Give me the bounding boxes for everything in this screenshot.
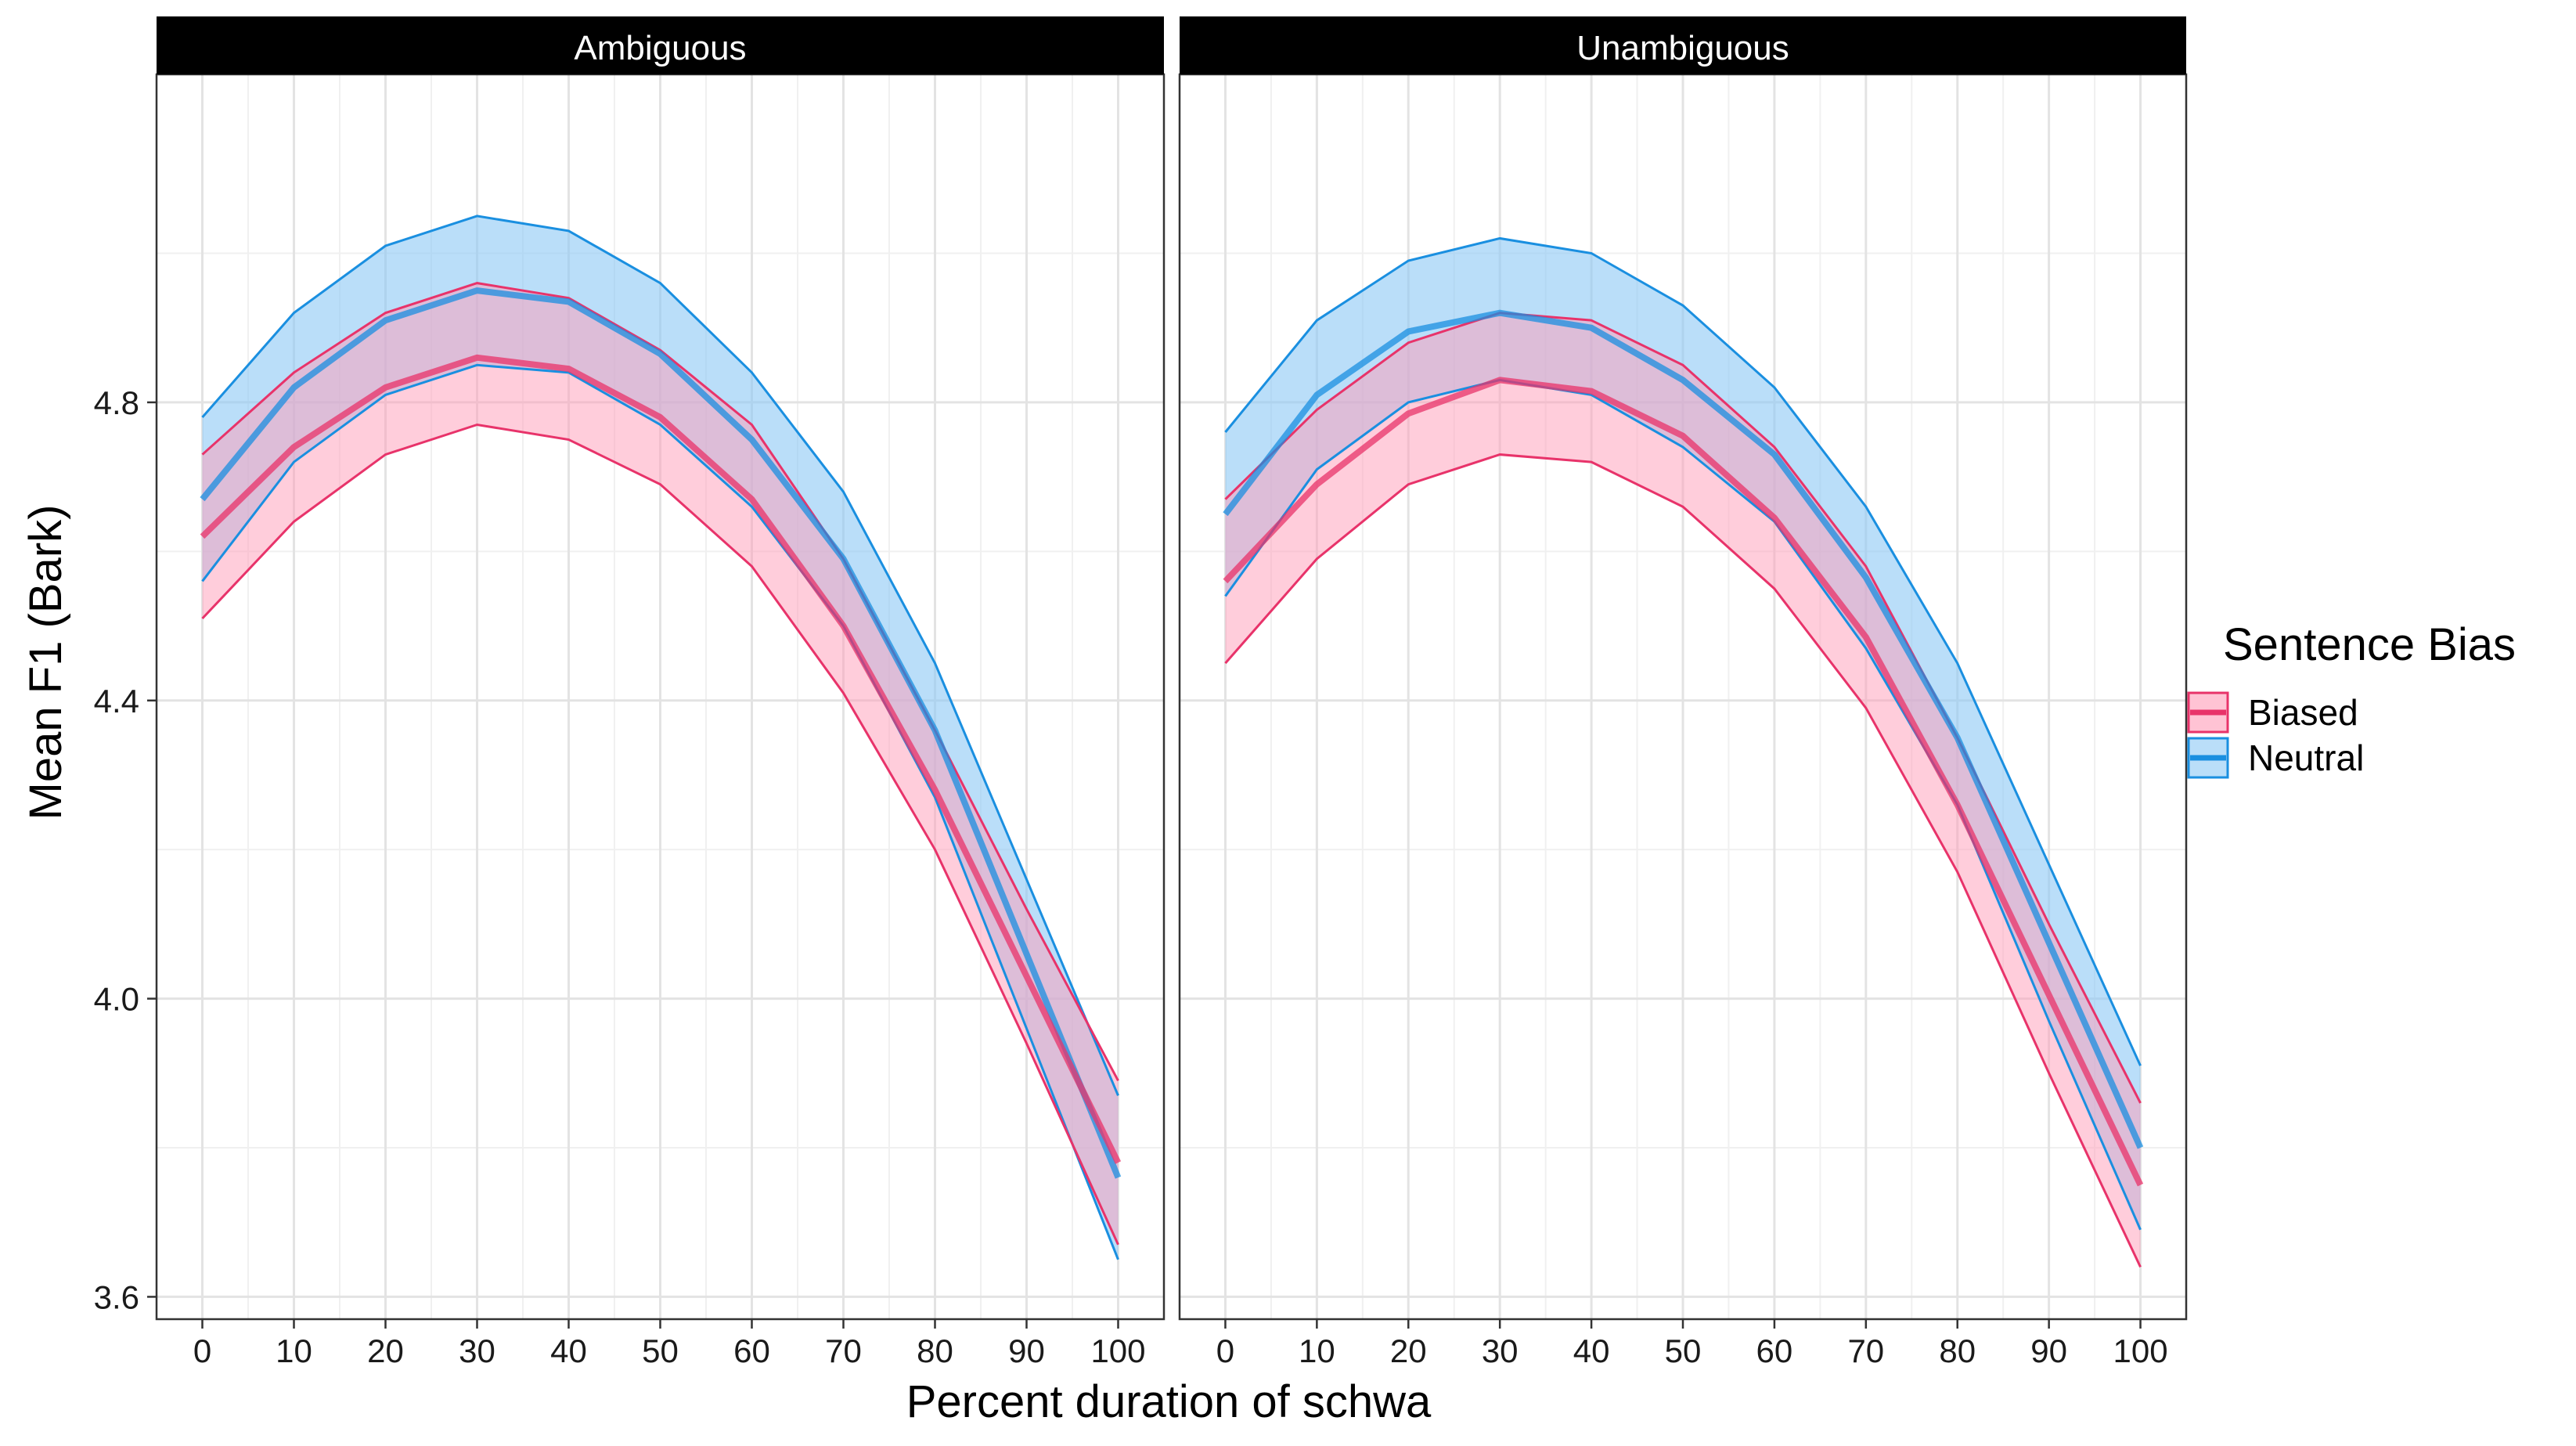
facet-panel-ambiguous: Ambiguous [155, 16, 1166, 1321]
biased-ribbon-lower-edge [1224, 453, 2142, 1268]
x-tick-label: 30 [1482, 1332, 1519, 1369]
biased-ribbon-upper-edge [201, 282, 1119, 1082]
strip-label: Unambiguous [1576, 29, 1789, 67]
neutral-ribbon-lower-edge [201, 363, 1119, 1260]
y-tick-label: 3.6 [94, 1278, 139, 1315]
x-tick-label: 20 [367, 1332, 404, 1369]
x-tick-label: 90 [2030, 1332, 2067, 1369]
x-tick-label: 100 [2113, 1332, 2168, 1369]
grid [1180, 74, 2186, 1319]
x-tick-label: 0 [193, 1332, 211, 1369]
x-tick-label: 0 [1216, 1332, 1234, 1369]
x-tick-label: 10 [1299, 1332, 1335, 1369]
biased-mean-line [200, 354, 1122, 1164]
x-tick-label: 50 [1665, 1332, 1702, 1369]
neutral-ribbon-upper-edge [1224, 236, 2142, 1066]
panels-layer: Ambiguous Unambiguous [155, 16, 2188, 1321]
biased-ribbon [202, 283, 1119, 1245]
neutral-mean-line [200, 287, 1122, 1179]
x-tick-label: 80 [917, 1332, 953, 1369]
x-tick-label: 60 [1756, 1332, 1793, 1369]
biased-ribbon-lower-edge [201, 423, 1119, 1246]
legend-label: Neutral [2248, 737, 2364, 778]
y-tick-label: 4.0 [94, 981, 139, 1018]
x-tick-label: 30 [459, 1332, 495, 1369]
strip-background [157, 16, 1164, 74]
y-axis-title: Mean F1 (Bark) [20, 505, 71, 820]
legend-label: Biased [2248, 692, 2358, 733]
x-tick-label: 40 [1573, 1332, 1610, 1369]
x-tick-label: 40 [550, 1332, 587, 1369]
x-tick-label: 20 [1390, 1332, 1427, 1369]
y-tick-label: 4.4 [94, 683, 139, 719]
axes-layer: 0 10 20 30 40 50 60 70 80 90 100 0 10 20 30 40 50 60 70 80 9… [94, 384, 2168, 1369]
x-axis-title: Percent duration of schwa [906, 1376, 1432, 1427]
legend-key-biased: Biased [2187, 691, 2358, 734]
x-tick-label: 70 [825, 1332, 862, 1369]
x-tick-label: 10 [276, 1332, 312, 1369]
y-tick-label: 4.8 [94, 384, 139, 421]
x-tick-label: 50 [642, 1332, 679, 1369]
facet-panel-unambiguous: Unambiguous [1178, 16, 2188, 1321]
grid [157, 74, 1164, 1319]
strip-background [1180, 16, 2186, 74]
x-tick-label: 80 [1939, 1332, 1976, 1369]
x-tick-label: 100 [1090, 1332, 1145, 1369]
biased-mean-line [1223, 377, 2144, 1187]
x-tick-label: 90 [1008, 1332, 1045, 1369]
biased-ribbon [1225, 312, 2141, 1268]
neutral-ribbon-lower-edge [1224, 378, 2142, 1231]
strip-label: Ambiguous [574, 29, 746, 67]
legend-key-neutral: Neutral [2187, 737, 2364, 779]
neutral-mean-line [1223, 309, 2144, 1149]
legend-title: Sentence Bias [2223, 619, 2516, 670]
x-tick-label: 60 [733, 1332, 770, 1369]
neutral-ribbon-upper-edge [201, 215, 1119, 1096]
x-tick-label: 70 [1847, 1332, 1884, 1369]
